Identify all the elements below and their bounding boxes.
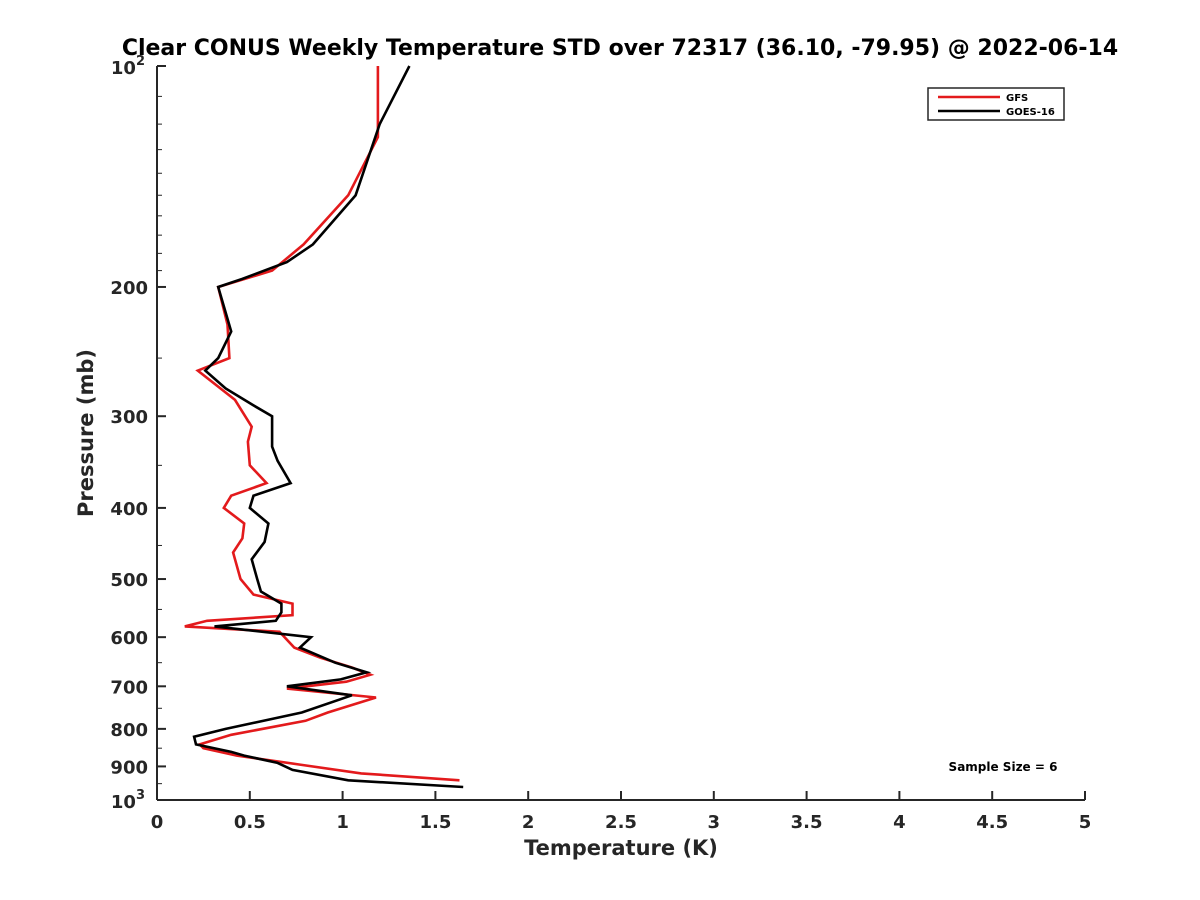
axes: 0 0.5 1 1.5 2 2.5 3 3.5 4 4.5 51022003004005006007… (110, 54, 1091, 833)
y-tick-label-power: 102 (111, 54, 145, 79)
x-tick-label: 3 (708, 812, 721, 833)
x-tick-label: 3.5 (791, 812, 823, 833)
legend-label: GFS (1006, 93, 1028, 104)
y-tick-base: 10 (111, 792, 136, 813)
y-tick-label-power: 103 (111, 788, 145, 813)
y-tick-exponent: 3 (136, 788, 145, 803)
sample-size-annotation: Sample Size = 6 (949, 760, 1058, 774)
x-tick-label: 2 (522, 812, 535, 833)
y-tick-label: 600 (110, 628, 148, 649)
y-tick-label: 400 (110, 499, 148, 520)
x-tick-label: 5 (1079, 812, 1092, 833)
x-tick-label: 0.5 (234, 812, 266, 833)
legend: GFS GOES-16 (927, 87, 1065, 121)
series-lines (184, 65, 464, 789)
x-tick-label: 4.5 (976, 812, 1008, 833)
x-tick-label: 0 (151, 812, 164, 833)
series-line-goes-16 (192, 65, 464, 789)
chart-title: Clear CONUS Weekly Temperature STD over … (122, 36, 1118, 61)
y-tick-label: 800 (110, 720, 148, 741)
x-tick-label: 1.5 (419, 812, 451, 833)
y-tick-exponent: 2 (136, 54, 145, 69)
legend-box (927, 87, 1065, 121)
legend-label: GOES-16 (1006, 107, 1055, 118)
x-tick-label: 4 (893, 812, 906, 833)
y-tick-label: 200 (110, 278, 148, 299)
y-tick-label: 900 (110, 757, 148, 778)
y-tick-label: 300 (110, 407, 148, 428)
x-tick-label: 2.5 (605, 812, 637, 833)
y-tick-label: 500 (110, 570, 148, 591)
y-tick-label: 700 (110, 677, 148, 698)
y-axis-title: Pressure (mb) (74, 349, 98, 517)
x-axis-title: Temperature (K) (524, 836, 718, 860)
y-tick-base: 10 (111, 58, 136, 79)
x-tick-label: 1 (336, 812, 349, 833)
